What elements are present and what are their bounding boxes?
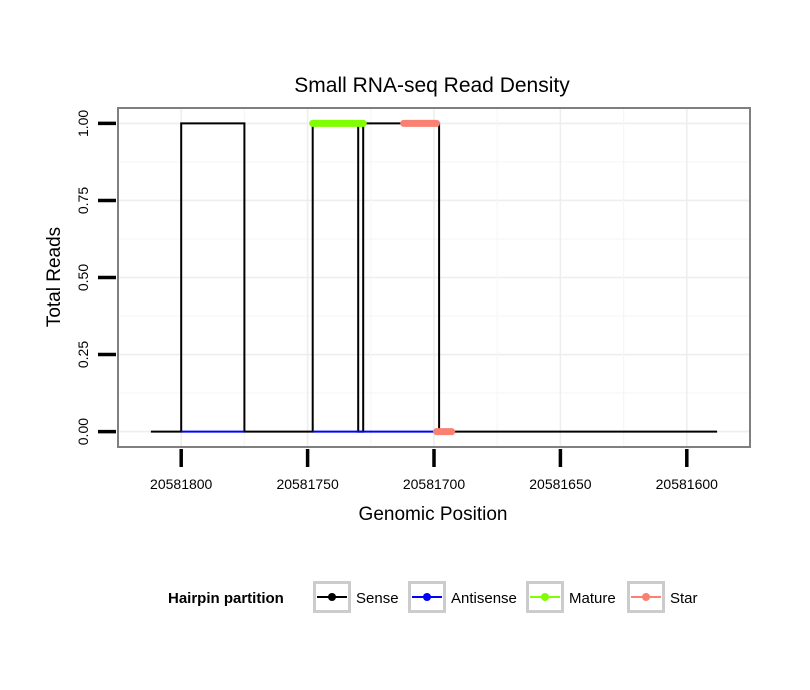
series-layer <box>150 119 718 436</box>
legend-item-label: Mature <box>569 590 616 607</box>
x-tick-label: 20581800 <box>150 476 213 492</box>
y-axis-title: Total Reads <box>44 227 65 327</box>
legend: Hairpin partition Sense Antisense Mature St… <box>168 581 698 613</box>
y-tick-label: 0.50 <box>75 264 91 291</box>
plot-panel-border <box>117 107 751 448</box>
x-tick-label: 20581600 <box>656 476 719 492</box>
x-tick-label: 20581750 <box>276 476 339 492</box>
legend-item-mature: Mature <box>526 581 616 613</box>
axes-layer: 0.00 0.25 0.50 0.75 1.00 20581800 20581750 2058… <box>75 110 718 492</box>
x-tick-label: 20581650 <box>529 476 592 492</box>
legend-key-point <box>328 593 336 601</box>
legend-item-antisense: Antisense <box>408 581 517 613</box>
y-tick-label: 0.75 <box>75 187 91 214</box>
y-tick-label: 0.00 <box>75 418 91 445</box>
y-tick-label: 1.00 <box>75 110 91 137</box>
legend-title: Hairpin partition <box>168 590 284 607</box>
x-axis-title: Genomic Position <box>359 504 508 525</box>
legend-item-label: Antisense <box>451 590 517 607</box>
legend-item-sense: Sense <box>313 581 399 613</box>
y-tick-label: 0.25 <box>75 341 91 368</box>
legend-items: Sense Antisense Mature Star <box>313 581 698 613</box>
legend-key-point <box>642 593 650 601</box>
legend-key-point <box>423 593 431 601</box>
x-tick-label: 20581700 <box>403 476 466 492</box>
legend-key-point <box>541 593 549 601</box>
chart-title: Small RNA-seq Read Density <box>294 74 570 97</box>
legend-item-star: Star <box>627 581 698 613</box>
legend-item-label: Star <box>670 590 698 607</box>
legend-item-label: Sense <box>356 590 399 607</box>
